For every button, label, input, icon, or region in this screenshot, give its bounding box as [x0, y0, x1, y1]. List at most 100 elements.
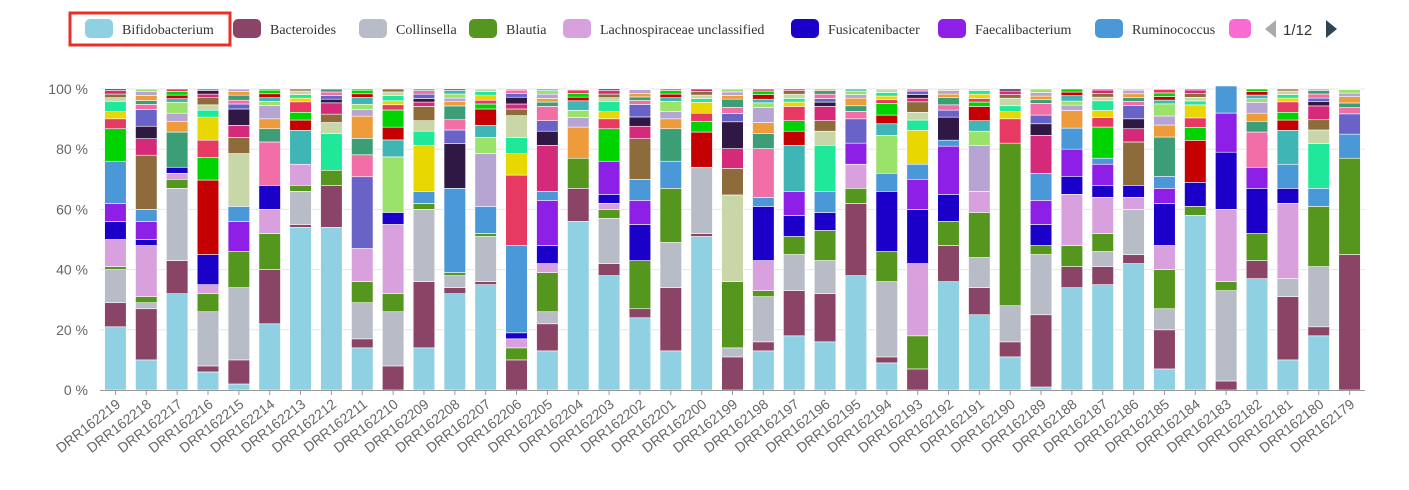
bar-segment-other[interactable] [1029, 135, 1053, 174]
bar-segment-other[interactable] [1307, 90, 1330, 95]
bar-segment-other[interactable] [1245, 88, 1269, 92]
bar-segment-faecalibacterium[interactable] [1060, 148, 1083, 177]
bar-segment-other[interactable] [690, 112, 713, 122]
bar-segment-blautia[interactable] [1060, 245, 1083, 267]
bar-segment-other[interactable] [104, 88, 127, 91]
bar-segment-other[interactable] [412, 88, 436, 91]
bar-segment-other[interactable] [597, 93, 621, 98]
bar-segment-fusicatenibacter[interactable] [1122, 185, 1145, 198]
bar-segment-other[interactable] [1307, 97, 1330, 102]
bar-segment-ruminococcus[interactable] [752, 197, 775, 207]
bar-segment-other[interactable] [536, 120, 559, 132]
bar-segment-other[interactable] [1276, 97, 1299, 103]
bar-segment-other[interactable] [443, 101, 466, 107]
bar-segment-collinsella[interactable] [968, 257, 991, 288]
bar-segment-other[interactable] [813, 98, 837, 103]
bar-segment-other[interactable] [536, 93, 559, 99]
bar-segment-bacteroides[interactable] [875, 356, 898, 364]
bar-segment-other[interactable] [289, 101, 312, 113]
bar-segment-faecalibacterium[interactable] [628, 200, 652, 225]
bar-segment-other[interactable] [1029, 103, 1053, 116]
bar-segment-other[interactable] [382, 100, 405, 106]
bar-segment-other[interactable] [690, 98, 713, 103]
bar-segment-other[interactable] [289, 90, 312, 95]
bar-segment-other[interactable] [597, 111, 621, 120]
bar-segment-other[interactable] [1091, 96, 1114, 102]
bar-segment-other[interactable] [196, 97, 220, 106]
bar-segment-blautia[interactable] [1307, 206, 1330, 267]
bar-segment-collinsella[interactable] [813, 260, 837, 294]
bar-segment-bifidobacterium[interactable] [1091, 284, 1114, 391]
bar-segment-other[interactable] [721, 91, 744, 96]
bar-segment-other[interactable] [1153, 99, 1176, 105]
bar-segment-bifidobacterium[interactable] [1184, 215, 1207, 391]
bar-segment-other[interactable] [999, 111, 1022, 120]
bar-segment-other[interactable] [1153, 115, 1176, 126]
bar-segment-other[interactable] [227, 108, 250, 126]
bar-segment-other[interactable] [1245, 102, 1269, 114]
bar-segment-other[interactable] [690, 94, 713, 100]
bar-segment-other[interactable] [320, 91, 343, 96]
bar-segment-other[interactable] [1091, 126, 1114, 159]
bar-segment-faecalibacterium[interactable] [1091, 163, 1114, 186]
bar-segment-other[interactable] [1091, 88, 1114, 91]
bar-segment-other[interactable] [443, 143, 466, 189]
bar-segment-bifidobacterium[interactable] [474, 284, 497, 391]
bar-segment-other[interactable] [320, 133, 343, 171]
bar-segment-bifidobacterium[interactable] [320, 227, 343, 391]
bar-segment-other[interactable] [690, 102, 713, 114]
bar-segment-other[interactable] [1184, 93, 1207, 98]
bar-segment-blautia[interactable] [1153, 269, 1176, 310]
bar-segment-other[interactable] [628, 104, 652, 118]
bar-segment-bacteroides[interactable] [844, 203, 868, 276]
bar-segment-other[interactable] [382, 104, 405, 111]
bar-segment-other[interactable] [412, 120, 436, 132]
bar-segment-other[interactable] [135, 138, 158, 156]
bar-segment-other[interactable] [227, 137, 250, 154]
bar-segment-other[interactable] [1122, 105, 1145, 120]
bar-segment-other[interactable] [752, 107, 775, 123]
legend-item-bifidobacterium[interactable]: Bifidobacterium [85, 19, 214, 38]
bar-segment-other[interactable] [227, 99, 250, 105]
bar-segment-other[interactable] [1091, 117, 1114, 128]
bar-segment-other[interactable] [1338, 107, 1361, 115]
bar-segment-other[interactable] [227, 125, 250, 138]
bar-segment-other[interactable] [135, 100, 158, 105]
bar-segment-lachnospiraceae-unclassified[interactable] [289, 163, 312, 186]
bar-segment-bifidobacterium[interactable] [875, 362, 898, 391]
bar-segment-blautia[interactable] [844, 188, 868, 204]
bar-segment-other[interactable] [813, 130, 837, 146]
bar-segment-other[interactable] [813, 88, 837, 91]
bar-segment-other[interactable] [289, 88, 312, 92]
bar-segment-other[interactable] [1338, 89, 1361, 94]
bar-segment-other[interactable] [289, 130, 312, 165]
bar-segment-bifidobacterium[interactable] [1122, 263, 1145, 391]
bar-segment-fusicatenibacter[interactable] [166, 166, 189, 174]
bar-segment-bacteroides[interactable] [505, 359, 528, 391]
bar-segment-other[interactable] [382, 139, 405, 158]
bar-segment-collinsella[interactable] [1307, 266, 1330, 328]
bar-segment-other[interactable] [1122, 128, 1145, 143]
bar-segment-other[interactable] [937, 109, 960, 118]
bar-segment-other[interactable] [999, 97, 1022, 107]
bar-segment-collinsella[interactable] [1091, 251, 1114, 267]
bar-segment-other[interactable] [1091, 93, 1114, 98]
bar-segment-bacteroides[interactable] [721, 356, 744, 391]
bar-segment-other[interactable] [1245, 112, 1269, 122]
bar-segment-other[interactable] [567, 89, 590, 94]
bar-segment-bacteroides[interactable] [999, 341, 1022, 358]
bar-segment-ruminococcus[interactable] [474, 206, 497, 234]
bar-segment-other[interactable] [196, 139, 220, 158]
bar-segment-bacteroides[interactable] [659, 287, 682, 352]
bar-segment-other[interactable] [659, 100, 682, 112]
bar-segment-other[interactable] [690, 120, 713, 133]
bar-segment-blautia[interactable] [1338, 157, 1361, 255]
bar-segment-other[interactable] [227, 103, 250, 110]
bar-segment-other[interactable] [1184, 89, 1207, 94]
bar-segment-lachnospiraceae-unclassified[interactable] [1215, 209, 1238, 282]
bar-segment-other[interactable] [1029, 88, 1053, 93]
bar-segment-other[interactable] [1184, 100, 1207, 106]
bar-segment-other[interactable] [505, 137, 528, 154]
bar-segment-ruminococcus[interactable] [1029, 172, 1053, 201]
bar-segment-fusicatenibacter[interactable] [1276, 188, 1299, 204]
